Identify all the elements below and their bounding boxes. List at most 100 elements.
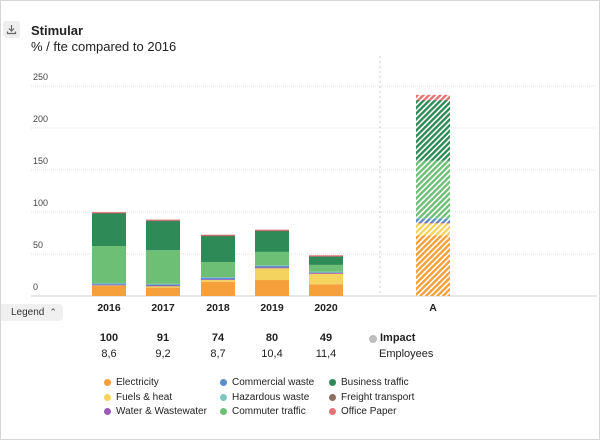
bar-segment[interactable] <box>416 100 450 161</box>
y-tick-label: 150 <box>33 156 48 166</box>
x-tick-label: 2016 <box>97 302 121 314</box>
bar-segment[interactable] <box>416 160 450 218</box>
bar-segment[interactable] <box>201 235 235 237</box>
bar-segment[interactable] <box>416 235 450 296</box>
legend-item[interactable]: Electricity <box>104 377 159 388</box>
bar-segment[interactable] <box>416 99 450 101</box>
bar-segment[interactable] <box>201 277 235 280</box>
bar-segment[interactable] <box>416 94 450 100</box>
bar-segment[interactable] <box>92 285 126 286</box>
bar-segment[interactable] <box>309 255 343 257</box>
legend-swatch-icon <box>104 394 111 401</box>
bar-segment[interactable] <box>309 271 343 273</box>
bar-segment[interactable] <box>416 222 450 236</box>
bar-segment[interactable] <box>309 284 343 296</box>
bar-segment[interactable] <box>255 230 289 252</box>
bar-segment[interactable] <box>146 284 180 286</box>
bar-segment[interactable] <box>92 246 126 283</box>
legend-item[interactable]: Commercial waste <box>220 377 314 388</box>
legend-item[interactable]: Water & Wastewater <box>104 406 207 417</box>
bar-segment[interactable] <box>416 217 450 219</box>
bar-segment[interactable] <box>255 280 289 296</box>
legend-swatch-icon <box>220 379 227 386</box>
bar-segment[interactable] <box>309 256 343 265</box>
bar-segment[interactable] <box>201 234 235 236</box>
x-tick-label: 2020 <box>314 302 338 314</box>
bar-segment[interactable] <box>146 283 180 285</box>
bar-segment[interactable] <box>201 261 235 278</box>
bar-segment[interactable] <box>146 285 180 288</box>
legend-toggle-label: Legend <box>11 307 45 318</box>
legend-swatch-icon <box>104 408 111 415</box>
chevron-up-icon: ⌃ <box>49 307 57 317</box>
bar-segment[interactable] <box>201 280 235 282</box>
legend-label: Hazardous waste <box>232 392 310 403</box>
legend-label: Office Paper <box>341 406 397 417</box>
legend-label: Water & Wastewater <box>116 406 207 417</box>
bar-segment[interactable] <box>416 222 450 224</box>
legend-label: Commuter traffic <box>232 406 306 417</box>
chart-subtitle: % / fte compared to 2016 <box>31 39 177 54</box>
bar-segment[interactable] <box>92 212 126 214</box>
legend-label: Electricity <box>116 377 159 388</box>
legend-label: Business traffic <box>341 377 409 388</box>
legend-swatch-icon <box>329 408 336 415</box>
bar-segment[interactable] <box>201 279 235 281</box>
bar-segment[interactable] <box>146 287 180 296</box>
bar-segment[interactable] <box>255 251 289 266</box>
legend-item[interactable]: Office Paper <box>329 406 396 417</box>
legend-swatch-icon <box>329 379 336 386</box>
bar-segment[interactable] <box>309 272 343 274</box>
bar-segment[interactable] <box>416 218 450 223</box>
bar-segment[interactable] <box>255 265 289 267</box>
bar-segment[interactable] <box>201 235 235 262</box>
bar-segment[interactable] <box>309 272 343 273</box>
bar-segment[interactable] <box>309 273 343 285</box>
bar-segment[interactable] <box>146 219 180 221</box>
y-tick-label: 250 <box>33 72 48 82</box>
bar-segment[interactable] <box>146 220 180 222</box>
legend-swatch-icon <box>220 394 227 401</box>
bar-segment[interactable] <box>201 281 235 296</box>
bar-segment[interactable] <box>146 250 180 284</box>
bar-segment[interactable] <box>92 284 126 286</box>
bar-segment[interactable] <box>92 282 126 284</box>
legend-label: Commercial waste <box>232 377 315 388</box>
bar-segment[interactable] <box>309 256 343 257</box>
bar-segment[interactable] <box>255 229 289 231</box>
download-icon <box>6 25 17 35</box>
legend-toggle-button[interactable]: Legend ⌃ <box>1 304 63 321</box>
legend-label: Fuels & heat <box>116 392 173 403</box>
y-tick-label: 0 <box>33 282 38 292</box>
legend-item[interactable]: Business traffic <box>329 377 409 388</box>
bar-segment[interactable] <box>92 285 126 296</box>
bar-segment[interactable] <box>92 213 126 247</box>
legend-swatch-icon <box>104 379 111 386</box>
bar-segment[interactable] <box>309 264 343 272</box>
legend-item[interactable]: Commuter traffic <box>220 406 306 417</box>
bar-segment[interactable] <box>201 277 235 278</box>
bar-segment[interactable] <box>146 285 180 287</box>
legend-label: Freight transport <box>341 392 415 403</box>
bar-segment[interactable] <box>92 212 126 213</box>
bar-segment[interactable] <box>255 230 289 232</box>
x-tick-label: 2017 <box>151 302 175 314</box>
legend-swatch-icon <box>329 394 336 401</box>
legend-item[interactable]: Hazardous waste <box>220 392 309 403</box>
y-tick-label: 100 <box>33 198 48 208</box>
bar-segment[interactable] <box>146 220 180 251</box>
legend-item[interactable]: Freight transport <box>329 392 414 403</box>
download-button[interactable] <box>3 21 20 38</box>
legend-item[interactable]: Fuels & heat <box>104 392 172 403</box>
bar-segment[interactable] <box>255 267 289 269</box>
bar-segment[interactable] <box>92 283 126 285</box>
x-tick-label: 2018 <box>206 302 230 314</box>
y-tick-label: 50 <box>33 240 43 250</box>
legend-swatch-icon <box>220 408 227 415</box>
x-tick-label: A <box>429 302 437 314</box>
bar-segment[interactable] <box>255 265 289 268</box>
chart-title: Stimular <box>31 23 84 38</box>
bar-segment[interactable] <box>255 268 289 281</box>
